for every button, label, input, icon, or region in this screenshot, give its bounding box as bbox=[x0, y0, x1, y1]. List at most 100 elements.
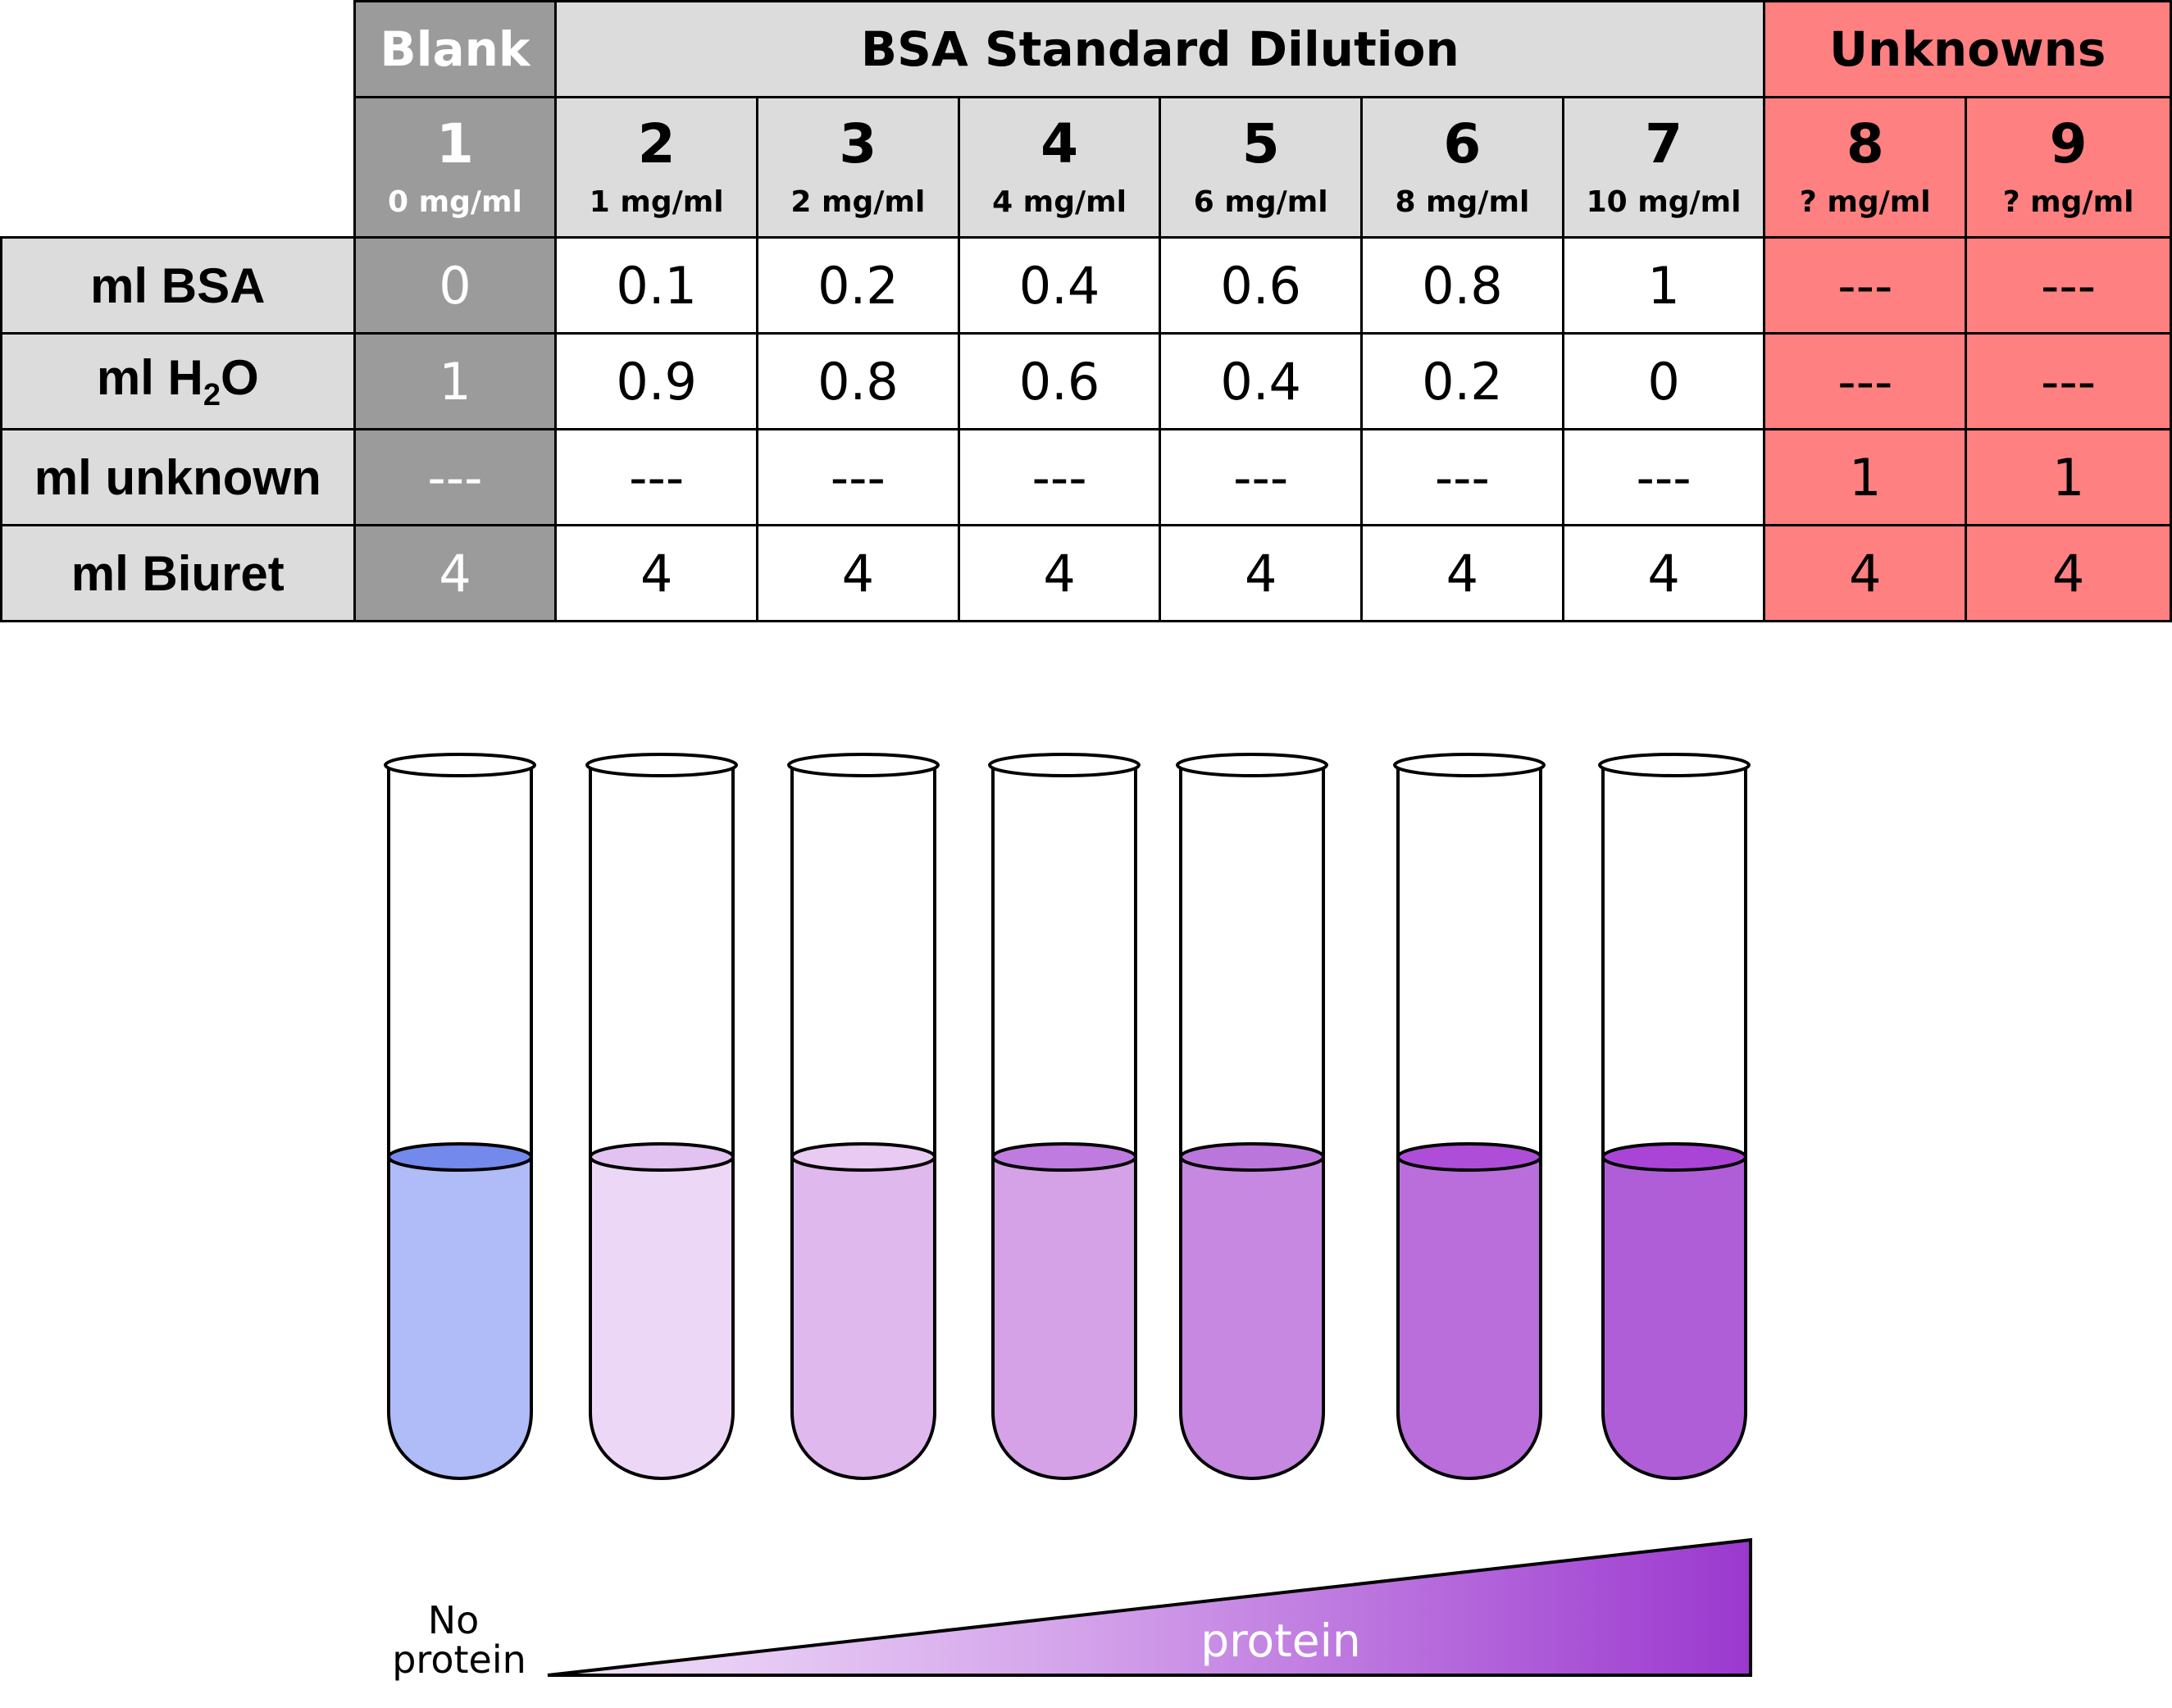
table-cell: 0.4 bbox=[1159, 332, 1364, 430]
protein-bar-label: protein bbox=[1200, 1615, 1361, 1667]
row-label-biuret: ml Biuret bbox=[0, 524, 356, 622]
tube-glass bbox=[1396, 765, 1542, 1480]
table-cell: --- bbox=[1763, 236, 1968, 335]
tube-glass bbox=[387, 765, 533, 1480]
tube-glass bbox=[1179, 765, 1325, 1480]
table-cell: 0.8 bbox=[756, 332, 960, 430]
tube-liquid bbox=[389, 1157, 531, 1478]
tube-liquid bbox=[993, 1157, 1136, 1478]
table-row: ml BSA 0 0.1 0.2 0.4 0.6 0.8 1 --- --- bbox=[0, 236, 2172, 335]
test-tube bbox=[1598, 753, 1751, 1480]
tube-glass bbox=[991, 765, 1137, 1480]
dilution-table: Blank BSA Standard Dilution Unknowns 1 0 … bbox=[0, 0, 2172, 622]
liquid-surface bbox=[387, 1142, 533, 1172]
column-number: 3 bbox=[839, 112, 877, 175]
table-cell: 1 bbox=[1763, 428, 1968, 526]
tube-liquid bbox=[590, 1157, 733, 1478]
table-cell: 4 bbox=[1159, 524, 1364, 622]
table-cell: --- bbox=[1763, 332, 1968, 430]
table-cell: 1 bbox=[1561, 236, 1766, 335]
table-row: ml Biuret 4 4 4 4 4 4 4 4 4 bbox=[0, 524, 2172, 622]
table-cell: 0.8 bbox=[1360, 236, 1564, 335]
row-label-water: ml H2O bbox=[0, 332, 356, 430]
column-number: 6 bbox=[1443, 112, 1482, 175]
table-cell: 4 bbox=[353, 524, 558, 622]
column-concentration: ? mg/ml bbox=[1799, 185, 1931, 219]
table-cell: 0.2 bbox=[756, 236, 960, 335]
column-concentration: 0 mg/ml bbox=[388, 185, 522, 219]
table-cell: 0 bbox=[353, 236, 558, 335]
table-cell: 0.2 bbox=[1360, 332, 1564, 430]
table-cell: 0.9 bbox=[554, 332, 759, 430]
tube-liquid bbox=[1181, 1157, 1323, 1478]
table-row: ml unknown --- --- --- --- --- --- --- 1… bbox=[0, 428, 2172, 526]
test-tube bbox=[1176, 753, 1328, 1480]
table-cell: 4 bbox=[1561, 524, 1766, 622]
table-cell: 4 bbox=[1360, 524, 1564, 622]
column-number: 8 bbox=[1846, 112, 1884, 175]
liquid-surface bbox=[790, 1142, 936, 1172]
column-header: 7 10 mg/ml bbox=[1561, 96, 1766, 239]
tube-rim bbox=[1176, 753, 1328, 777]
table-cell: 4 bbox=[554, 524, 759, 622]
column-header: 9 ? mg/ml bbox=[1965, 96, 2172, 239]
liquid-surface bbox=[1396, 1142, 1542, 1172]
column-header: 3 2 mg/ml bbox=[756, 96, 960, 239]
table-cell: --- bbox=[1561, 428, 1766, 526]
test-tube bbox=[1393, 753, 1546, 1480]
liquid-surface bbox=[1601, 1142, 1747, 1172]
row-label-bsa: ml BSA bbox=[0, 236, 356, 335]
liquid-surface bbox=[991, 1142, 1137, 1172]
table-cell: 0.6 bbox=[1159, 236, 1364, 335]
tube-liquid bbox=[792, 1157, 935, 1478]
tube-liquid bbox=[1398, 1157, 1541, 1478]
tube-rim bbox=[787, 753, 940, 777]
tube-glass bbox=[1601, 765, 1747, 1480]
tube-rim bbox=[988, 753, 1141, 777]
table-cell: --- bbox=[554, 428, 759, 526]
table-cell: 0 bbox=[1561, 332, 1766, 430]
column-number: 5 bbox=[1241, 112, 1280, 175]
column-number: 9 bbox=[2049, 112, 2088, 175]
table-cell: 0.4 bbox=[957, 236, 1162, 335]
column-header: 1 0 mg/ml bbox=[353, 96, 558, 239]
tube-rim bbox=[585, 753, 738, 777]
row-label-unknown: ml unknown bbox=[0, 428, 356, 526]
table-cell: 0.1 bbox=[554, 236, 759, 335]
dilution-table-container: Blank BSA Standard Dilution Unknowns 1 0 … bbox=[0, 0, 2172, 622]
tube-glass bbox=[790, 765, 936, 1480]
no-protein-label-line1: No bbox=[428, 1598, 480, 1642]
column-header: 5 6 mg/ml bbox=[1159, 96, 1364, 239]
column-header: 2 1 mg/ml bbox=[554, 96, 759, 239]
test-tube bbox=[384, 753, 536, 1480]
column-number: 2 bbox=[637, 112, 676, 175]
table-cell: 4 bbox=[1965, 524, 2172, 622]
column-header: 6 8 mg/ml bbox=[1360, 96, 1564, 239]
table-cell: 1 bbox=[1965, 428, 2172, 526]
table-cell: --- bbox=[1965, 236, 2172, 335]
column-concentration: 10 mg/ml bbox=[1586, 185, 1742, 219]
table-cell: 4 bbox=[756, 524, 960, 622]
protein-gradient-wedge bbox=[547, 1537, 1752, 1677]
table-row: ml H2O 1 0.9 0.8 0.6 0.4 0.2 0 --- --- bbox=[0, 332, 2172, 430]
tube-glass bbox=[589, 765, 735, 1480]
test-tube bbox=[585, 753, 738, 1480]
table-cell: 4 bbox=[1763, 524, 1968, 622]
column-concentration: 2 mg/ml bbox=[790, 185, 926, 219]
table-cell: --- bbox=[1360, 428, 1564, 526]
table-cell: --- bbox=[957, 428, 1162, 526]
column-concentration: 6 mg/ml bbox=[1193, 185, 1328, 219]
column-number: 7 bbox=[1645, 112, 1683, 175]
table-cell: 0.6 bbox=[957, 332, 1162, 430]
group-header-unknowns: Unknowns bbox=[1763, 0, 2172, 98]
column-concentration: 8 mg/ml bbox=[1395, 185, 1530, 219]
column-concentration: ? mg/ml bbox=[2002, 185, 2134, 219]
table-cell: 1 bbox=[353, 332, 558, 430]
liquid-surface bbox=[589, 1142, 735, 1172]
column-concentration: 1 mg/ml bbox=[589, 185, 724, 219]
table-cell: --- bbox=[756, 428, 960, 526]
table-cell: --- bbox=[353, 428, 558, 526]
column-number: 1 bbox=[435, 112, 474, 175]
column-header: 4 4 mg/ml bbox=[957, 96, 1162, 239]
